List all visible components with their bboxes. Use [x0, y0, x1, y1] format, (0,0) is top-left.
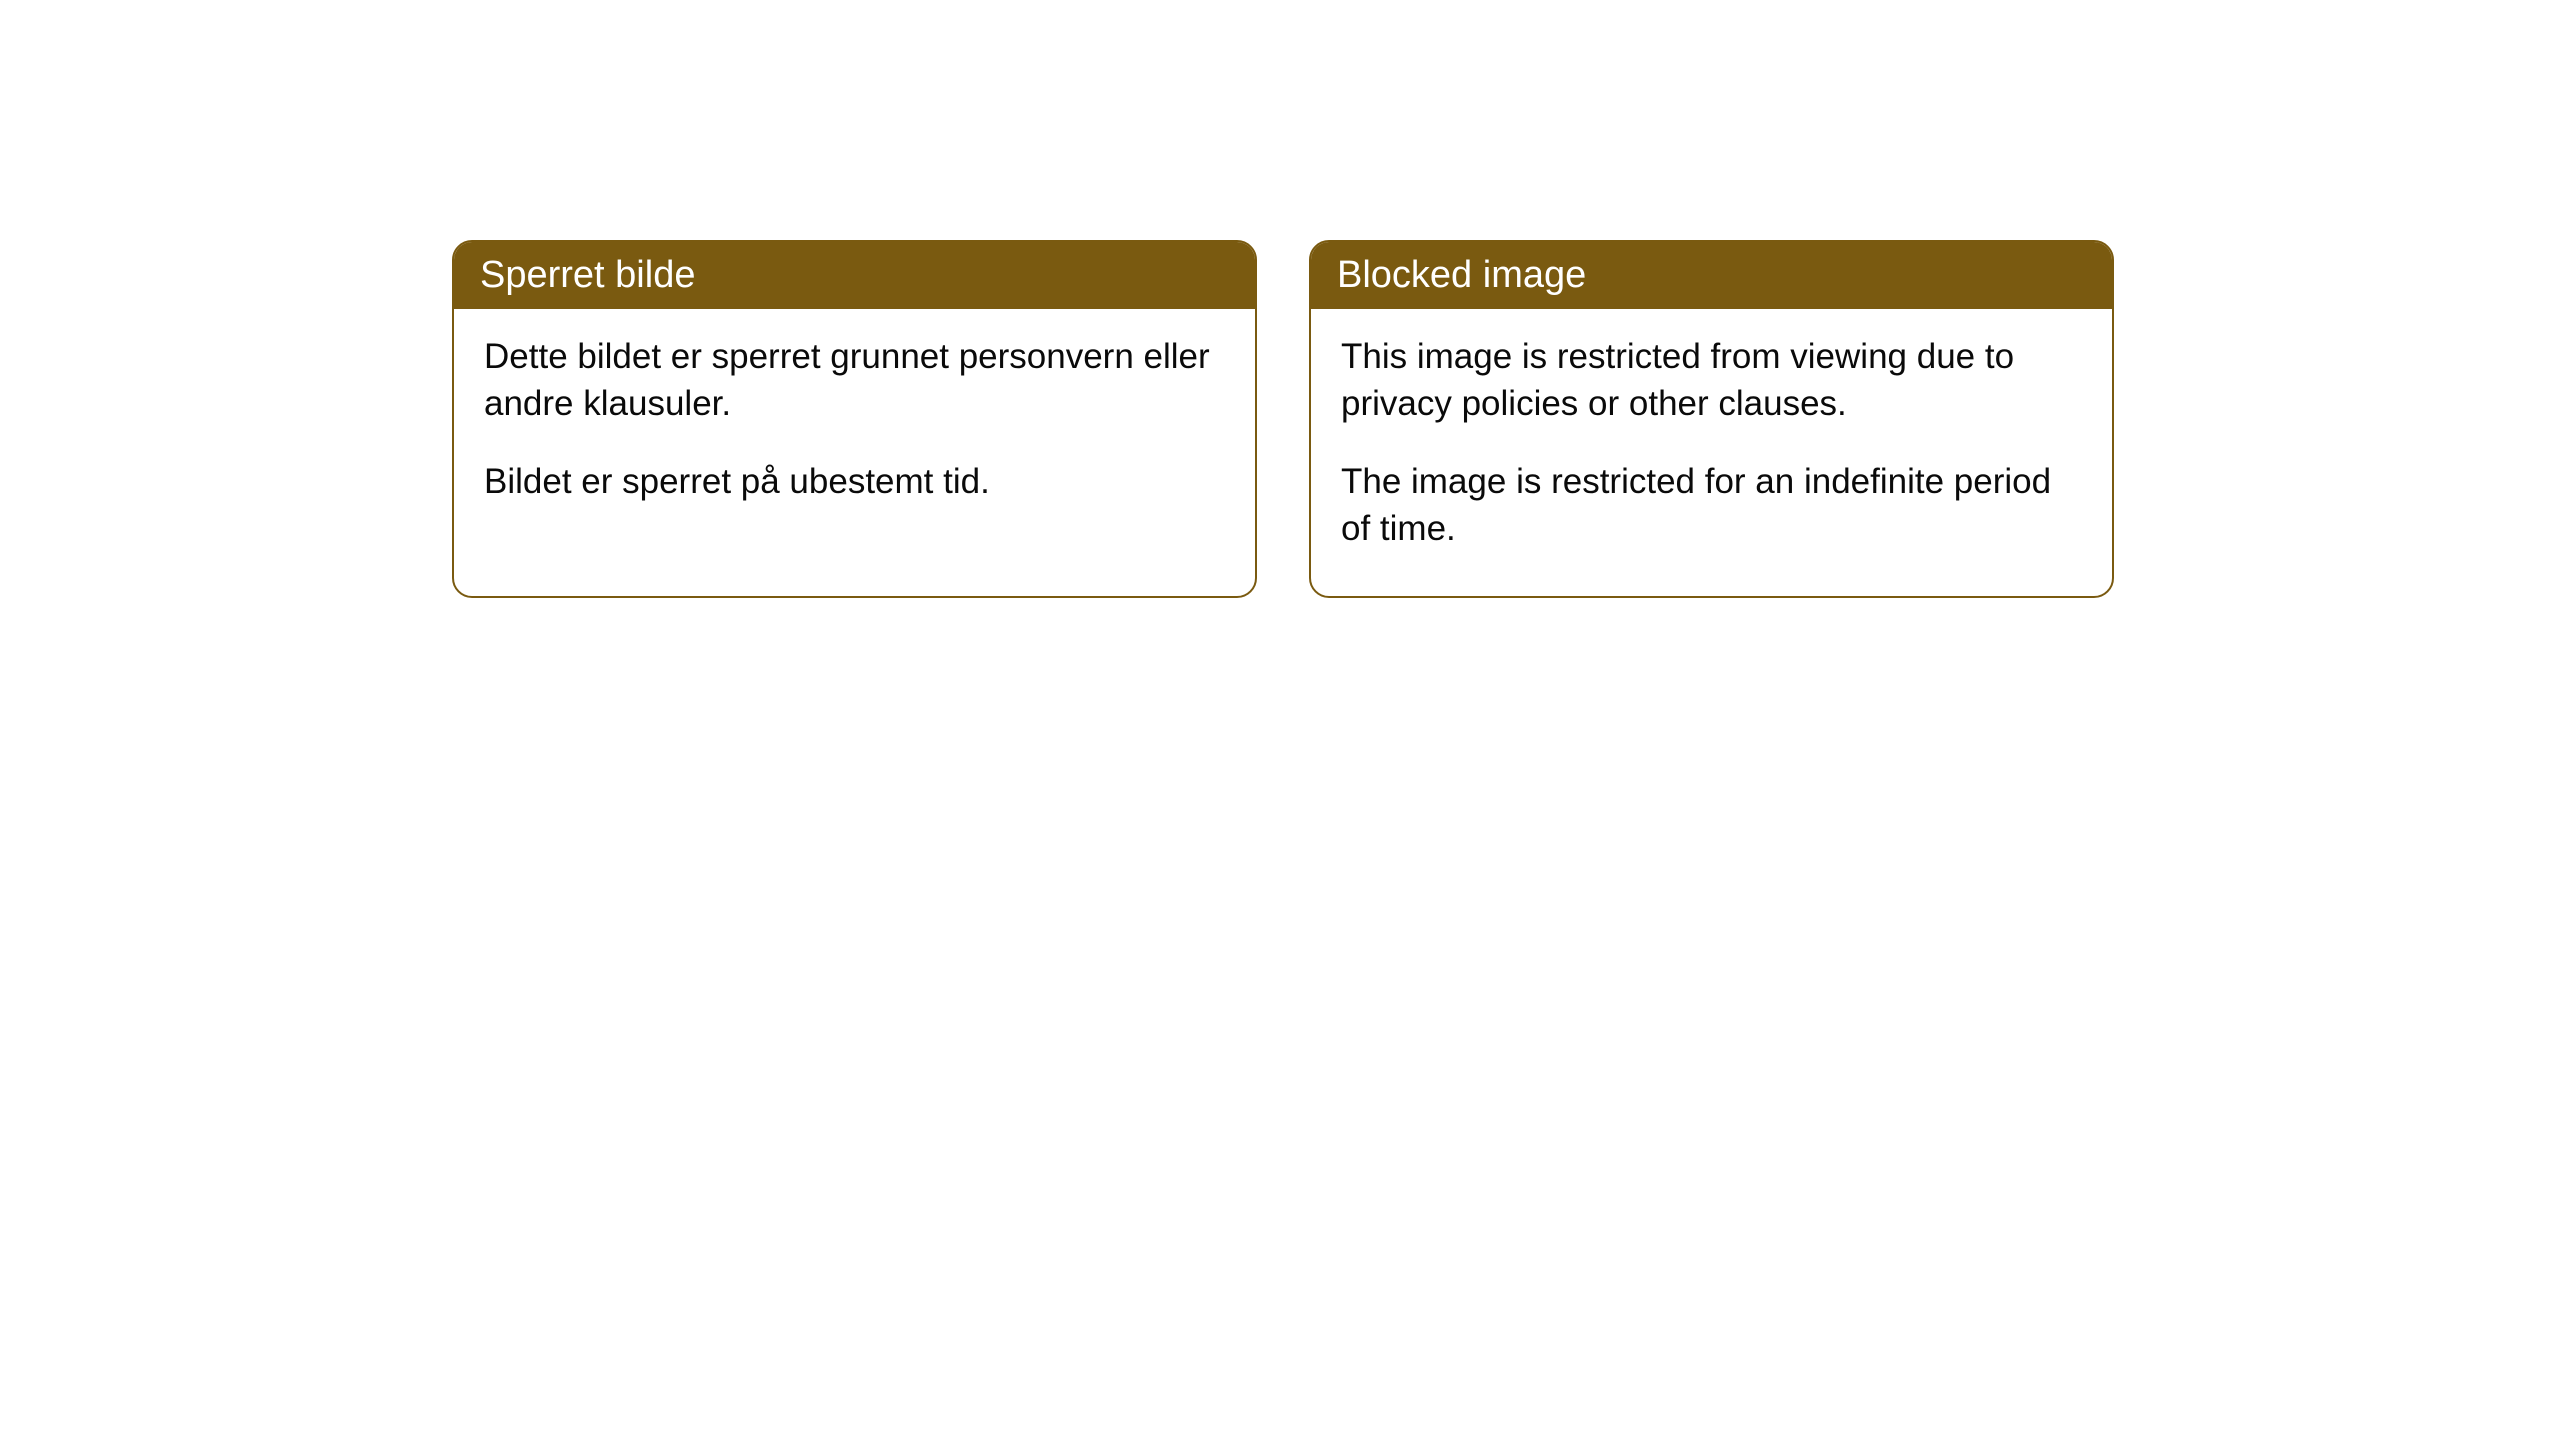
notice-cards-container: Sperret bilde Dette bildet er sperret gr…	[452, 240, 2114, 598]
card-paragraph: Bildet er sperret på ubestemt tid.	[484, 458, 1225, 505]
card-body: Dette bildet er sperret grunnet personve…	[454, 309, 1255, 549]
card-header: Sperret bilde	[454, 242, 1255, 309]
notice-card-norwegian: Sperret bilde Dette bildet er sperret gr…	[452, 240, 1257, 598]
card-title: Sperret bilde	[480, 254, 695, 296]
card-paragraph: Dette bildet er sperret grunnet personve…	[484, 333, 1225, 428]
card-paragraph: The image is restricted for an indefinit…	[1341, 458, 2082, 553]
card-title: Blocked image	[1337, 254, 1586, 296]
card-header: Blocked image	[1311, 242, 2112, 309]
card-paragraph: This image is restricted from viewing du…	[1341, 333, 2082, 428]
card-body: This image is restricted from viewing du…	[1311, 309, 2112, 596]
notice-card-english: Blocked image This image is restricted f…	[1309, 240, 2114, 598]
